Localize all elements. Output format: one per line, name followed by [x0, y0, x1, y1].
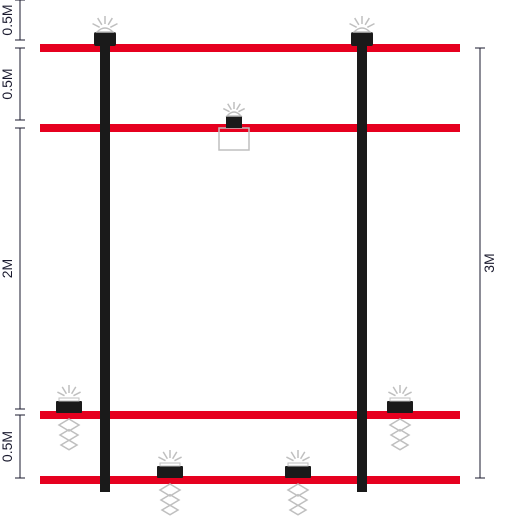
lamp-icon [93, 16, 118, 46]
dimension-label: 0.5M [0, 431, 15, 462]
dimension-label: 2M [0, 259, 15, 278]
dimensions-right: 3M [475, 48, 497, 478]
dimension-label: 0.5M [0, 4, 15, 35]
dimensions-left: 0.5M 0.5M 2M 0.5M [0, 0, 25, 478]
dimension-label: 0.5M [0, 68, 15, 99]
dimension: 0.5M [0, 0, 25, 40]
dimension: 0.5M [0, 48, 25, 120]
dimension: 0.5M [0, 415, 25, 478]
black-post [100, 40, 110, 492]
black-post [357, 40, 367, 492]
diagram-canvas: 0.5M 0.5M 2M 0.5M 3M [0, 0, 513, 522]
dimension-label: 3M [481, 253, 497, 272]
dimension: 2M [0, 128, 25, 409]
dimension: 3M [475, 48, 497, 478]
lamp-icon [350, 16, 375, 46]
